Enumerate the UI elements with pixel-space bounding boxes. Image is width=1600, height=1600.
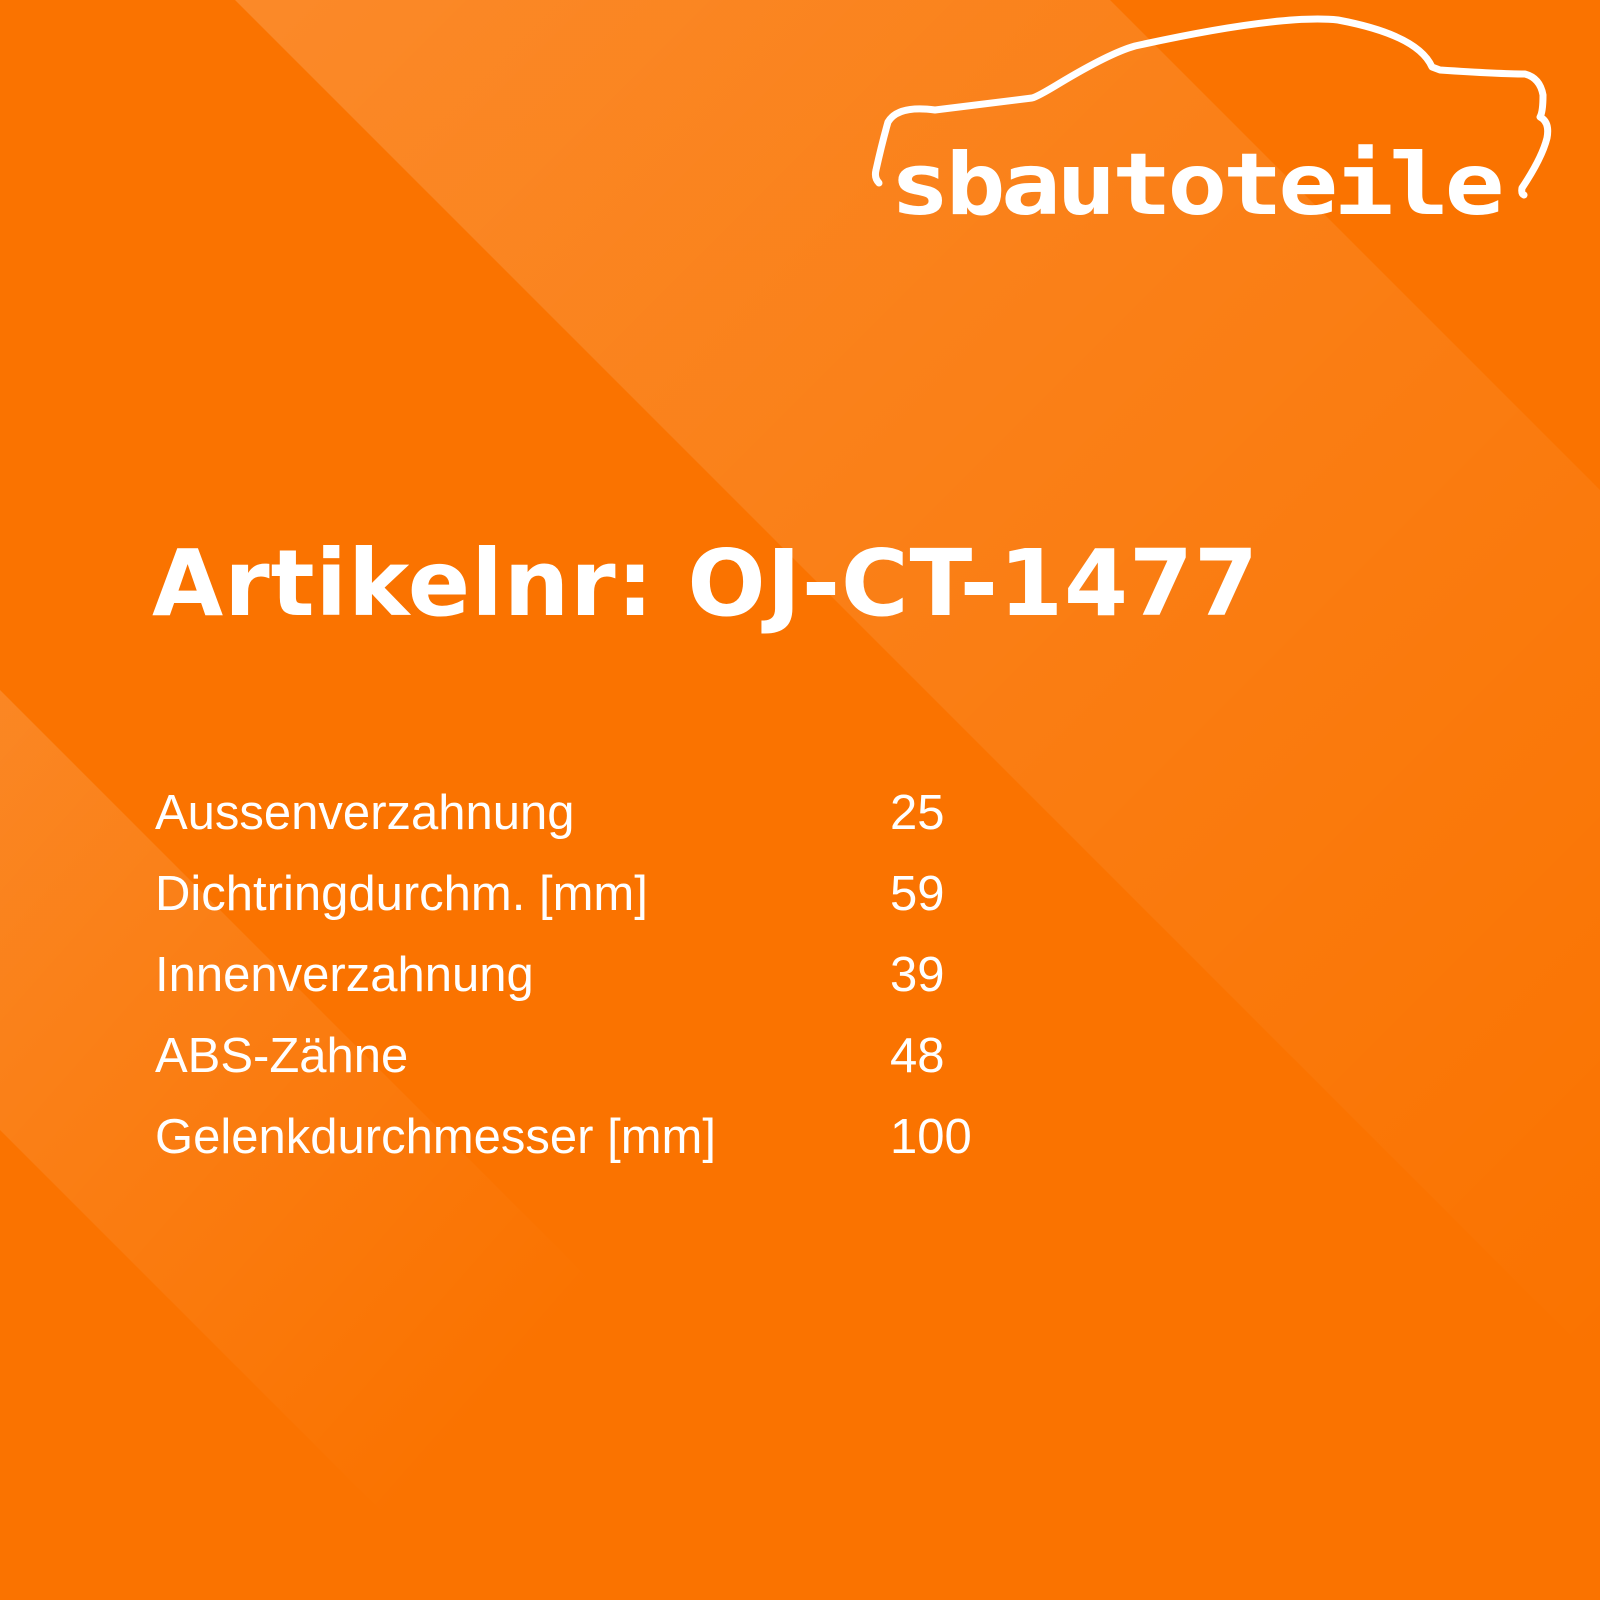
spec-value: 59 bbox=[890, 866, 945, 921]
car-outline-icon bbox=[871, 15, 1552, 199]
spec-row: Dichtringdurchm. [mm] 59 bbox=[155, 853, 972, 934]
spec-row: Innenverzahnung 39 bbox=[155, 934, 972, 1015]
spec-row: Gelenkdurchmesser [mm] 100 bbox=[155, 1096, 972, 1177]
spec-label: Aussenverzahnung bbox=[155, 785, 575, 840]
spec-label: Dichtringdurchm. [mm] bbox=[155, 866, 648, 921]
logo-text: sbautoteile bbox=[890, 135, 1501, 230]
light-band-bottom bbox=[0, 690, 800, 1600]
spec-value: 25 bbox=[890, 785, 945, 840]
article-number-title: Artikelnr: OJ-CT-1477 bbox=[152, 530, 1260, 637]
spec-row: Aussenverzahnung 25 bbox=[155, 772, 972, 853]
spec-value: 39 bbox=[890, 947, 945, 1002]
spec-value: 100 bbox=[890, 1109, 972, 1164]
spec-label: ABS-Zähne bbox=[155, 1028, 409, 1083]
brand-logo: sbautoteile bbox=[871, 15, 1552, 230]
spec-label: Gelenkdurchmesser [mm] bbox=[155, 1109, 716, 1164]
spec-table: Aussenverzahnung 25 Dichtringdurchm. [mm]… bbox=[155, 772, 972, 1177]
light-band-top bbox=[235, 0, 1600, 1365]
spec-label: Innenverzahnung bbox=[155, 947, 534, 1002]
spec-row: ABS-Zähne 48 bbox=[155, 1015, 972, 1096]
spec-value: 48 bbox=[890, 1028, 945, 1083]
